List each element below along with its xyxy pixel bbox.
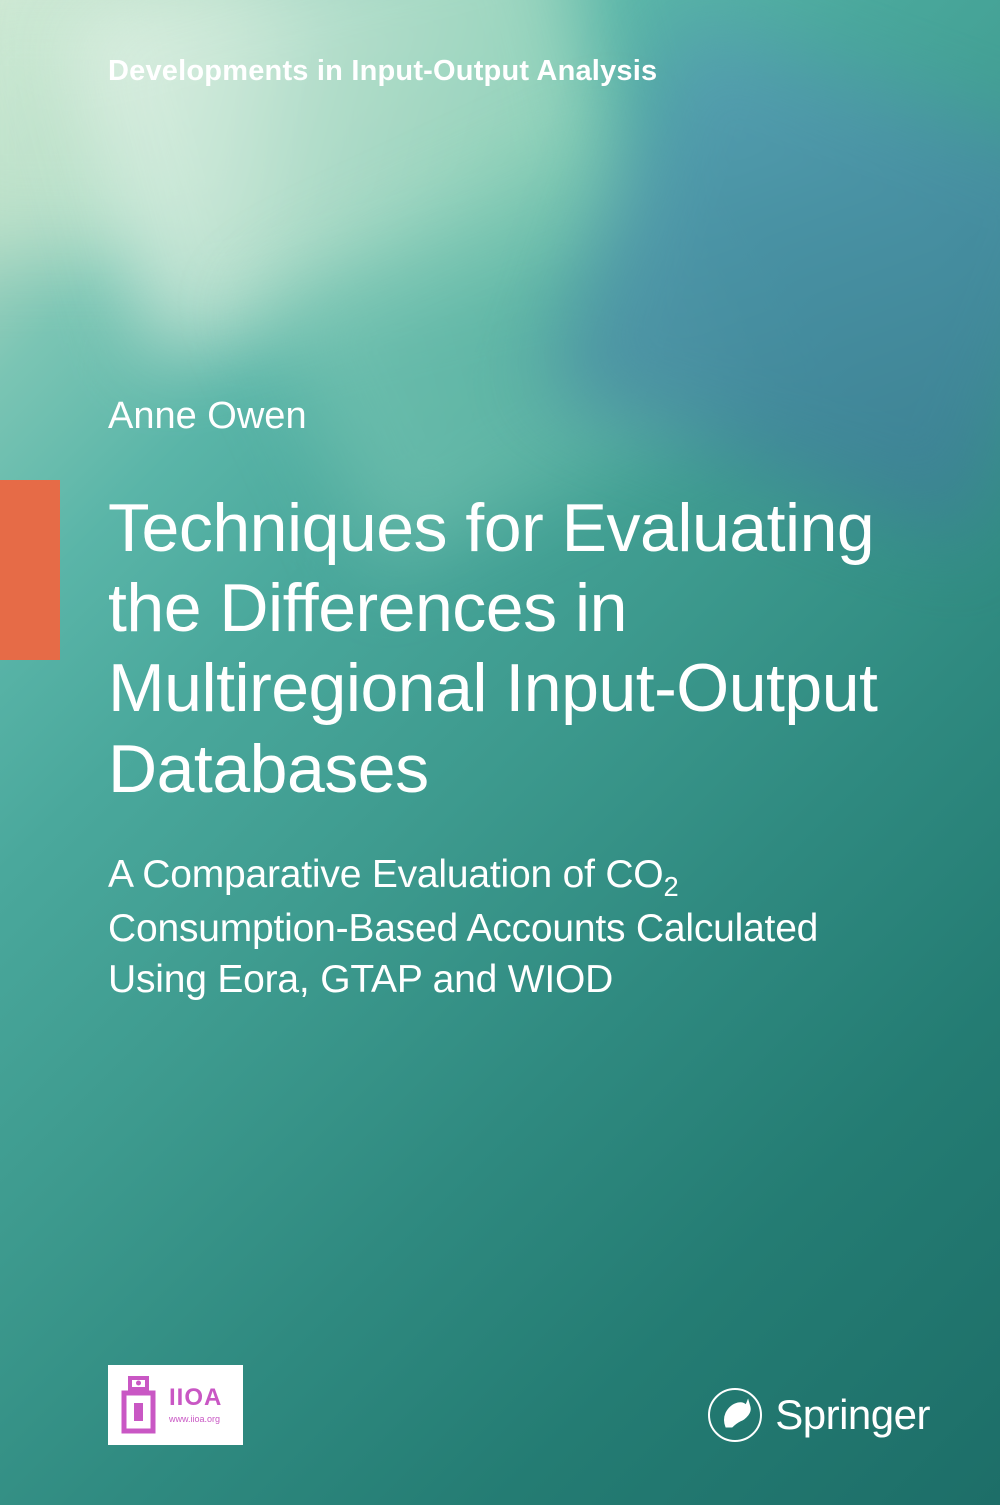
iioa-text-block: IIOA www.iioa.org [169, 1386, 222, 1424]
iioa-icon [116, 1375, 161, 1435]
subtitle-part1: A Comparative Evaluation of CO [108, 853, 663, 896]
subtitle-part2: Consumption-Based Accounts Calculated Us… [108, 907, 818, 1001]
author-name: Anne Owen [108, 395, 307, 438]
publisher-name: Springer [775, 1391, 930, 1439]
iioa-name: IIOA [169, 1386, 222, 1410]
co2-subscript: 2 [663, 871, 678, 902]
subtitle: A Comparative Evaluation of CO2 Consumpt… [108, 850, 900, 1006]
iioa-url: www.iioa.org [169, 1414, 222, 1424]
accent-bar [0, 480, 60, 660]
iioa-logo: IIOA www.iioa.org [108, 1365, 243, 1445]
book-cover: Developments in Input-Output Analysis An… [0, 0, 1000, 1505]
springer-logo: Springer [708, 1385, 930, 1445]
springer-horse-icon [708, 1385, 763, 1445]
series-title: Developments in Input-Output Analysis [108, 55, 657, 88]
blur-shape [545, 15, 1000, 545]
main-title: Techniques for Evaluating the Difference… [108, 488, 920, 809]
